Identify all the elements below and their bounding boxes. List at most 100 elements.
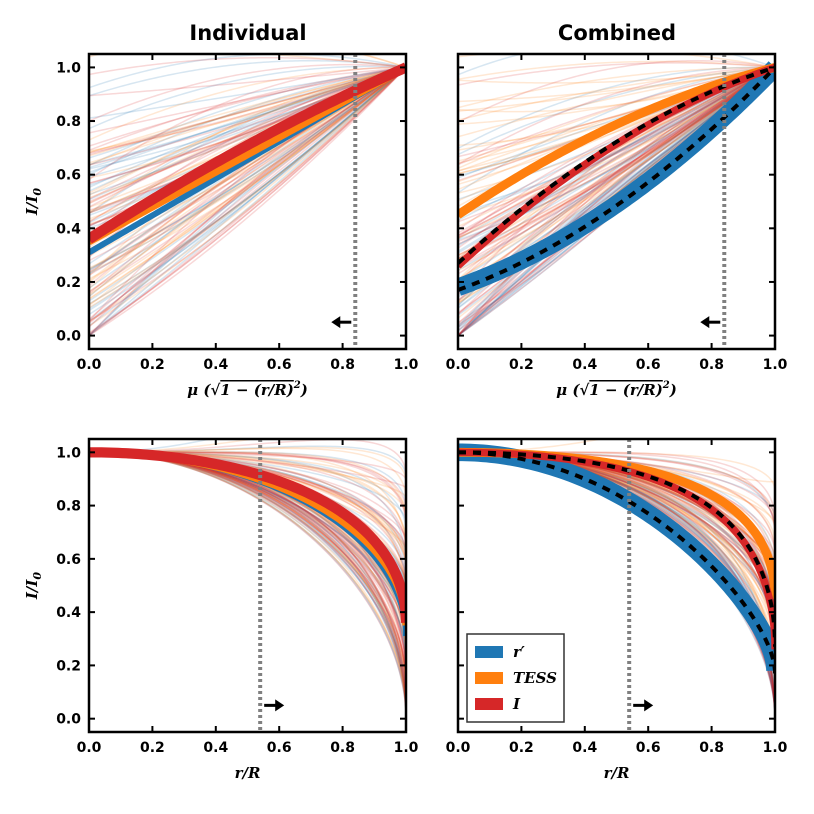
y-tick-label: 1.0 bbox=[56, 60, 81, 76]
x-tick-label: 1.0 bbox=[763, 740, 788, 756]
sample-curve bbox=[458, 66, 775, 240]
sample-curve bbox=[89, 66, 406, 262]
sample-curve bbox=[89, 451, 406, 719]
sample-curve bbox=[89, 66, 406, 275]
sample-curve bbox=[89, 66, 406, 164]
y-axis-label: I/I0 bbox=[23, 188, 44, 217]
legend-label: I bbox=[512, 695, 521, 713]
sample-curve bbox=[89, 63, 406, 122]
sample-curve bbox=[458, 66, 775, 301]
sample-curve bbox=[458, 66, 775, 84]
x-tick-label: 0.0 bbox=[446, 357, 471, 373]
sample-curve bbox=[89, 451, 406, 719]
sample-curve bbox=[89, 66, 406, 154]
sample-curve bbox=[89, 66, 406, 97]
sample-curve bbox=[89, 66, 406, 335]
legend-swatch bbox=[475, 646, 503, 658]
sample-curve bbox=[89, 66, 406, 194]
y-tick-label: 0.0 bbox=[56, 329, 81, 345]
y-tick-label: 0.2 bbox=[56, 658, 81, 674]
sample-curve bbox=[458, 66, 775, 247]
sample-curve bbox=[89, 445, 406, 479]
x-tick-label: 0.4 bbox=[203, 357, 228, 373]
x-tick-label: 0.6 bbox=[267, 357, 292, 373]
sample-curve bbox=[89, 66, 406, 192]
axes-frame bbox=[456, 437, 777, 734]
sample-curve bbox=[89, 66, 406, 307]
sample-curve bbox=[89, 66, 406, 176]
sample-curves bbox=[89, 54, 406, 337]
sample-curve bbox=[458, 66, 775, 228]
sample-curve bbox=[89, 66, 406, 323]
x-axis-label: r/R bbox=[235, 764, 261, 782]
band-i bbox=[89, 62, 406, 244]
sample-curve bbox=[458, 66, 775, 268]
sample-curve bbox=[89, 66, 406, 271]
panel-bottom-left: 0.0 0.2 0.4 0.6 0.8 1.0 0.0 0.2 0.4 0.6 0.8 1.0 r/R I… bbox=[23, 437, 419, 782]
sample-curve bbox=[458, 66, 775, 239]
sample-curve bbox=[89, 66, 406, 322]
y-tick-label: 0.2 bbox=[56, 275, 81, 291]
x-tick-label: 0.6 bbox=[636, 740, 661, 756]
y-axis-label: I/I0 bbox=[23, 572, 44, 601]
sample-curve bbox=[458, 66, 775, 332]
sample-curve bbox=[458, 66, 775, 287]
sample-curve bbox=[458, 66, 775, 240]
sample-curve bbox=[458, 66, 775, 112]
sample-curve bbox=[89, 66, 406, 174]
x-tick-label: 0.4 bbox=[572, 740, 597, 756]
sample-curve bbox=[89, 66, 406, 235]
y-tick-label: 1.0 bbox=[56, 445, 81, 461]
sample-curve bbox=[89, 66, 406, 289]
sample-curve bbox=[89, 451, 406, 719]
x-tick-label: 0.8 bbox=[330, 740, 355, 756]
legend-label: TESS bbox=[513, 669, 557, 687]
sample-curve bbox=[458, 66, 775, 290]
fit-line-dashed bbox=[458, 66, 775, 292]
sample-curve bbox=[89, 446, 406, 483]
sample-curve bbox=[458, 66, 775, 337]
x-axis-label: μ (√1 − (r/R)2) bbox=[187, 380, 308, 399]
y-tick-label: 0.4 bbox=[56, 221, 81, 237]
x-tick-label: 0.8 bbox=[330, 357, 355, 373]
y-tick-label: 0.8 bbox=[56, 114, 81, 130]
sample-curve bbox=[89, 66, 406, 305]
sample-curve bbox=[89, 66, 406, 337]
direction-arrow bbox=[331, 316, 352, 329]
x-tick-label: 1.0 bbox=[394, 740, 419, 756]
sample-curve bbox=[458, 66, 775, 216]
sample-curve bbox=[458, 59, 775, 123]
x-tick-label: 0.2 bbox=[509, 357, 534, 373]
sample-curve bbox=[458, 66, 775, 271]
x-tick-label: 0.0 bbox=[446, 740, 471, 756]
sample-curve bbox=[89, 66, 406, 159]
direction-arrow bbox=[700, 316, 721, 329]
x-tick-label: 0.0 bbox=[77, 740, 102, 756]
y-tick-label: 0.6 bbox=[56, 168, 81, 184]
sample-curve bbox=[89, 439, 406, 454]
x-tick-label: 0.6 bbox=[267, 740, 292, 756]
sample-curve bbox=[458, 66, 775, 280]
axes-frame bbox=[456, 52, 777, 351]
sample-curve bbox=[89, 66, 406, 189]
sample-curve bbox=[89, 66, 406, 337]
sample-curve bbox=[458, 66, 775, 260]
sample-curve bbox=[458, 66, 775, 150]
sample-curve bbox=[89, 66, 406, 157]
x-tick-label: 0.4 bbox=[572, 357, 597, 373]
sample-curve bbox=[89, 451, 406, 713]
sample-curve bbox=[458, 66, 775, 138]
sample-curve bbox=[89, 66, 406, 200]
legend-swatch bbox=[475, 698, 503, 710]
sample-curve bbox=[89, 66, 406, 181]
legend-label: r′ bbox=[513, 643, 525, 661]
sample-curve bbox=[89, 66, 406, 337]
sample-curve bbox=[89, 66, 406, 156]
sample-curve bbox=[89, 66, 406, 316]
sample-curve bbox=[89, 66, 406, 153]
sample-curve bbox=[89, 66, 406, 297]
x-tick-label: 0.8 bbox=[699, 357, 724, 373]
band-i bbox=[89, 447, 406, 623]
sample-curve bbox=[458, 66, 775, 283]
fit-line-dashed bbox=[458, 65, 775, 265]
